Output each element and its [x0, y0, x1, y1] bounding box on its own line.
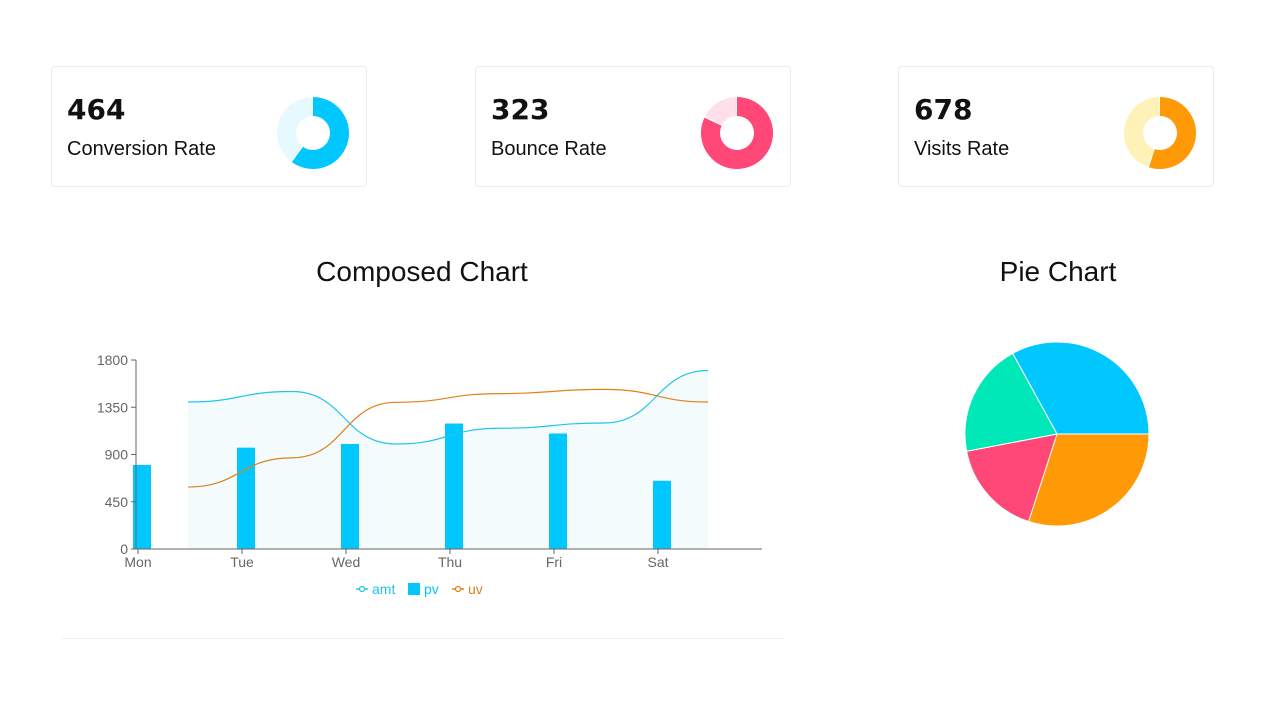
bar-pv — [653, 480, 671, 549]
legend-swatch-pv — [408, 583, 420, 595]
bounce-donut-chart — [701, 97, 773, 169]
bar-pv — [445, 423, 463, 549]
donut-segment-rest — [1124, 97, 1160, 167]
y-tick-label: 1350 — [97, 399, 128, 415]
pie-slice — [1012, 341, 1150, 435]
stat-label: Visits Rate — [914, 138, 1010, 160]
legend-swatch-marker — [358, 585, 366, 593]
stat-value: 464 — [67, 93, 126, 126]
composed-chart-title: Composed Chart — [316, 256, 528, 287]
pie-slice — [964, 352, 1058, 452]
stat-card-bounce: 323 Bounce Rate — [475, 66, 791, 187]
donut-segment-main — [291, 97, 349, 169]
x-tick-label: Thu — [438, 554, 462, 570]
y-tick-label: 900 — [105, 447, 129, 463]
stat-card-visits: 678 Visits Rate — [898, 66, 1214, 187]
stat-label: Bounce Rate — [491, 138, 607, 160]
legend-label-uv: uv — [468, 581, 483, 597]
x-tick-label: Mon — [124, 554, 151, 570]
bar-pv — [341, 444, 359, 549]
conversion-donut-chart — [277, 97, 349, 169]
divider — [62, 638, 784, 639]
x-tick-label: Fri — [546, 554, 562, 570]
stat-value: 323 — [491, 93, 550, 126]
stat-card-conversion: 464 Conversion Rate — [51, 66, 367, 187]
chart-legend: amt pv uv — [356, 581, 483, 597]
legend-swatch-marker — [454, 585, 462, 593]
pie-slice — [1027, 433, 1150, 527]
pie-chart — [964, 341, 1150, 527]
pie-slice — [966, 433, 1058, 523]
visits-donut-chart — [1124, 97, 1196, 169]
y-tick-label: 450 — [105, 494, 129, 510]
y-tick-label: 1800 — [97, 352, 128, 368]
stat-label: Conversion Rate — [67, 138, 216, 160]
bar-pv — [549, 433, 567, 549]
x-tick-label: Tue — [230, 554, 254, 570]
donut-segment-main — [701, 97, 773, 169]
donut-segment-rest — [705, 97, 737, 126]
series-amt-line — [187, 369, 709, 445]
x-tick-label: Wed — [332, 554, 361, 570]
bar-pv — [237, 447, 255, 549]
pie-chart-title: Pie Chart — [999, 256, 1117, 287]
series-uv-line — [187, 388, 709, 488]
donut-segment-main — [1148, 97, 1196, 169]
composed-chart: 0 450 900 1350 1800 Mon Tue Wed Thu Fri Sat amt pv uv — [97, 352, 762, 597]
bar-pv — [133, 465, 151, 549]
legend-label-pv: pv — [424, 581, 439, 597]
donut-segment-rest — [277, 97, 313, 162]
legend-label-amt: amt — [372, 581, 395, 597]
stat-value: 678 — [914, 93, 973, 126]
x-tick-label: Sat — [647, 554, 668, 570]
y-tick-label: 0 — [120, 541, 128, 557]
